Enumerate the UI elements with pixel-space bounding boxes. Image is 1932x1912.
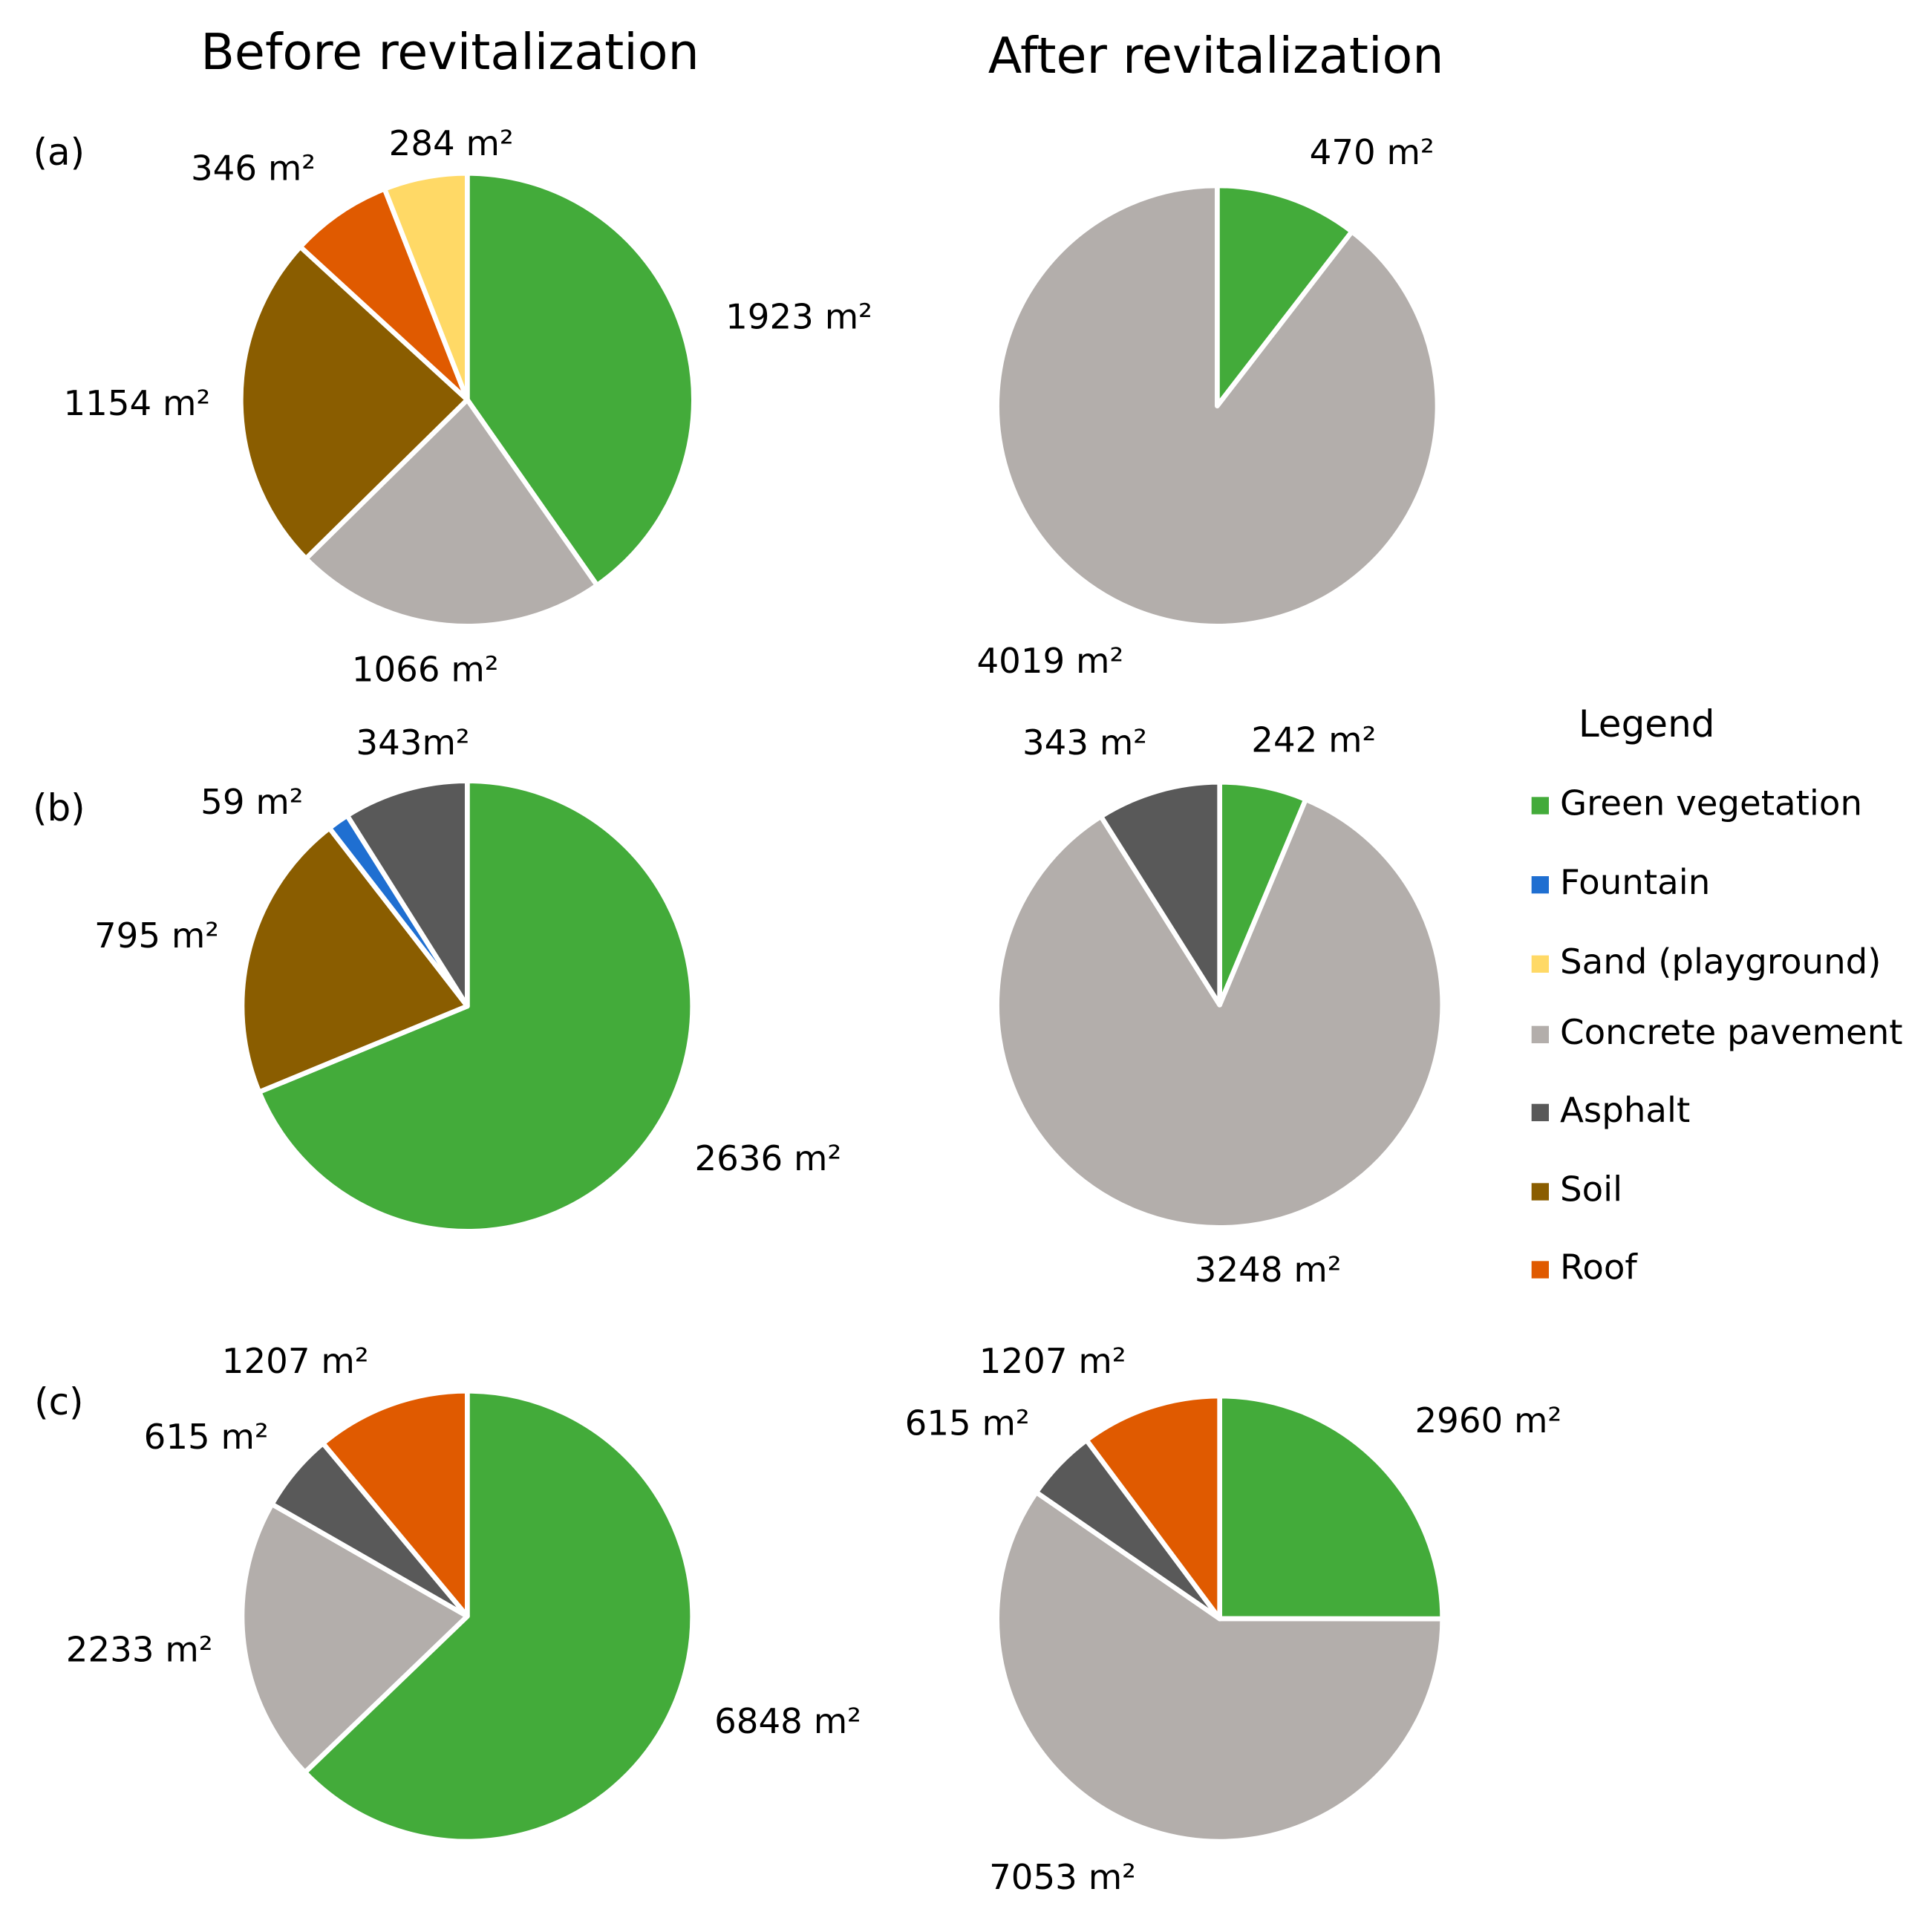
- data-label: 242 m²: [1251, 721, 1376, 761]
- legend-swatch: [1531, 797, 1549, 815]
- pie-slice: [465, 171, 696, 588]
- data-label: 6848 m²: [714, 1702, 861, 1742]
- data-label: 2233 m²: [66, 1631, 213, 1671]
- legend-swatch: [1531, 955, 1549, 973]
- pie-slice: [256, 778, 695, 1234]
- pie-slice: [382, 171, 470, 402]
- legend-swatch: [1531, 1261, 1549, 1279]
- data-label: 1154 m²: [63, 384, 210, 424]
- pie-slice: [1083, 1393, 1222, 1622]
- data-label: 615 m²: [905, 1404, 1030, 1444]
- pie-slice: [994, 183, 1440, 629]
- legend-label: Roof: [1560, 1248, 1638, 1288]
- legend-title: Legend: [1579, 702, 1715, 745]
- pie-slice: [320, 1389, 470, 1619]
- pie-slice: [303, 397, 600, 629]
- data-label: 59 m²: [200, 783, 303, 823]
- pie-slice: [298, 186, 470, 402]
- data-label: 2960 m²: [1414, 1401, 1561, 1441]
- pie-slice: [345, 778, 470, 1009]
- data-label: 1207 m²: [222, 1342, 369, 1382]
- data-label: 2636 m²: [694, 1139, 841, 1179]
- pie-slice: [994, 797, 1445, 1230]
- data-label: 1923 m²: [725, 298, 872, 338]
- legend-swatch: [1531, 876, 1549, 894]
- data-label: 795 m²: [94, 916, 219, 956]
- pie-slice: [1215, 183, 1355, 409]
- data-label: 1207 m²: [979, 1342, 1126, 1382]
- data-label: 470 m²: [1310, 133, 1435, 173]
- data-label: 284 m²: [389, 124, 514, 164]
- legend-label: Asphalt: [1560, 1091, 1690, 1131]
- data-label: 7053 m²: [989, 1858, 1136, 1898]
- pie-slice: [302, 1389, 695, 1844]
- pie-slice: [1217, 1393, 1445, 1622]
- legend-swatch: [1531, 1183, 1549, 1201]
- data-label: 615 m²: [144, 1417, 269, 1458]
- legend-label: Soil: [1560, 1170, 1622, 1210]
- data-label: 343 m²: [1022, 723, 1147, 763]
- data-label: 4019 m²: [976, 642, 1123, 682]
- legend-label: Concrete pavement: [1560, 1013, 1903, 1053]
- row-label: (b): [33, 786, 85, 829]
- data-label: 343m²: [356, 723, 469, 763]
- legend-swatch: [1531, 1025, 1549, 1043]
- legend-label: Sand (playground): [1560, 942, 1881, 982]
- legend-swatch: [1531, 1103, 1549, 1121]
- pie-slice: [238, 244, 470, 561]
- row-label: (a): [33, 131, 85, 174]
- column-title: Before revitalization: [200, 23, 699, 81]
- pie-slice: [1098, 780, 1222, 1008]
- pie-slice: [994, 1490, 1445, 1844]
- legend-label: Green vegetation: [1560, 784, 1862, 824]
- data-label: 3248 m²: [1195, 1250, 1342, 1291]
- column-title: After revitalization: [988, 27, 1444, 85]
- data-label: 1066 m²: [352, 650, 499, 691]
- legend-label: Fountain: [1560, 863, 1710, 903]
- data-label: 346 m²: [191, 149, 316, 189]
- pie-slice: [239, 1501, 470, 1775]
- pie-slice: [239, 825, 470, 1095]
- row-label: (c): [34, 1380, 84, 1423]
